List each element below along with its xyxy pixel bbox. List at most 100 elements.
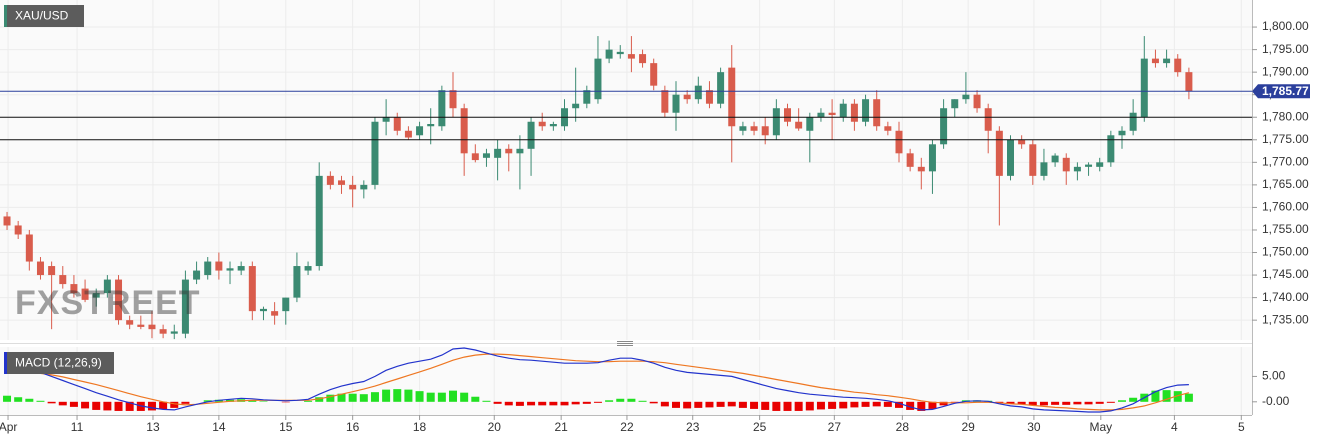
histogram-bar xyxy=(437,392,446,402)
x-tick-label: 22 xyxy=(620,420,634,434)
candle-body xyxy=(828,112,836,115)
candle-body xyxy=(1085,164,1093,167)
x-tick-label: 21 xyxy=(554,420,568,434)
candle-body xyxy=(204,261,212,276)
histogram-bar xyxy=(694,401,703,408)
histogram-bar xyxy=(906,401,915,410)
candle-body xyxy=(193,270,201,280)
candle-body xyxy=(873,99,881,127)
histogram-bar xyxy=(638,400,647,402)
chart-title: XAU/USD xyxy=(15,9,69,23)
histogram-bar xyxy=(738,401,747,408)
candle-body xyxy=(772,108,780,136)
histogram-bar xyxy=(1106,401,1115,403)
candle-body xyxy=(928,144,936,172)
y-tick-label: -0.00 xyxy=(1262,394,1290,408)
candle-body xyxy=(148,324,156,330)
histogram-bar xyxy=(939,401,948,406)
candle-body xyxy=(170,331,178,334)
histogram-bar xyxy=(727,401,736,407)
separator-handle[interactable] xyxy=(617,341,633,346)
candle-body xyxy=(416,126,424,136)
candle-body xyxy=(538,121,546,127)
histogram-bar xyxy=(1039,401,1048,406)
histogram-bar xyxy=(872,401,881,407)
histogram-bar xyxy=(1073,401,1082,405)
histogram-bar xyxy=(1095,401,1104,404)
candle-body xyxy=(683,94,691,100)
candle-body xyxy=(940,108,948,145)
y-tick-label: 1,765.00 xyxy=(1262,177,1309,191)
candle-body xyxy=(516,148,524,154)
histogram-bar xyxy=(683,401,692,409)
candle-body xyxy=(3,216,11,226)
candle-body xyxy=(884,126,892,131)
candle-body xyxy=(338,180,346,185)
y-tick-label: 1,780.00 xyxy=(1262,109,1309,123)
candle-body xyxy=(705,90,713,104)
histogram-bar xyxy=(616,398,625,402)
candle-body xyxy=(605,49,613,59)
candle-body xyxy=(616,51,624,55)
histogram-bar xyxy=(928,401,937,409)
x-tick-label: 5 xyxy=(1238,420,1245,434)
x-tick-label: 30 xyxy=(1027,420,1041,434)
histogram-bar xyxy=(348,393,357,402)
candle-body xyxy=(304,266,312,271)
candle-body xyxy=(527,121,535,149)
histogram-bar xyxy=(1062,401,1071,405)
candle-body xyxy=(81,288,89,300)
y-tick-label: 1,790.00 xyxy=(1262,64,1309,78)
histogram-bar xyxy=(81,401,90,409)
candle-body xyxy=(137,324,145,327)
candle-body xyxy=(1129,112,1137,131)
candle-body xyxy=(271,311,279,316)
y-tick-label: 1,770.00 xyxy=(1262,155,1309,169)
candle-body xyxy=(438,90,446,127)
candle-body xyxy=(393,117,401,131)
candle-body xyxy=(1163,58,1171,64)
watermark: FXSTREET xyxy=(15,284,201,322)
histogram-bar xyxy=(326,394,335,402)
candle-body xyxy=(973,94,981,109)
macd-title: MACD (12,26,9) xyxy=(15,356,102,370)
histogram-bar xyxy=(783,401,792,411)
candle-body xyxy=(505,148,513,154)
histogram-bar xyxy=(1017,401,1026,405)
candle-body xyxy=(917,166,925,172)
histogram-bar xyxy=(1051,401,1060,405)
histogram-bar xyxy=(1162,390,1171,402)
histogram-bar xyxy=(950,401,959,403)
x-tick-label: May xyxy=(1089,420,1112,434)
candle-body xyxy=(282,297,290,312)
histogram-bar xyxy=(159,401,168,410)
candle-body xyxy=(728,67,736,127)
histogram-bar xyxy=(471,396,480,402)
candle-body xyxy=(717,72,725,104)
candle-body xyxy=(1107,135,1115,163)
candle-body xyxy=(583,90,591,104)
macd-title-stripe xyxy=(4,352,7,374)
candle-body xyxy=(293,266,301,298)
histogram-bar xyxy=(705,401,714,408)
x-tick-label: 15 xyxy=(279,420,293,434)
histogram-bar xyxy=(895,401,904,408)
histogram-bar xyxy=(248,400,257,402)
candle-body xyxy=(806,117,814,131)
x-tick-label: 18 xyxy=(413,420,427,434)
candle-body xyxy=(404,130,412,138)
candle-body xyxy=(70,284,78,294)
histogram-bar xyxy=(861,401,870,407)
x-tick-label: 28 xyxy=(896,420,910,434)
histogram-bar xyxy=(304,400,313,402)
layer: Apr 11 13 14 15 16 18 20 21 22 23 25 27 28 29 30 May 4 5 1,… xyxy=(0,0,1310,434)
histogram-bar xyxy=(850,401,859,408)
candle-body xyxy=(1062,157,1070,172)
histogram-bar xyxy=(627,398,636,402)
histogram-bar xyxy=(147,401,156,411)
histogram-bar xyxy=(426,392,435,402)
candle-body xyxy=(315,175,323,267)
candle-body xyxy=(237,266,245,271)
candle-body xyxy=(92,293,100,298)
candle-body xyxy=(984,108,992,131)
